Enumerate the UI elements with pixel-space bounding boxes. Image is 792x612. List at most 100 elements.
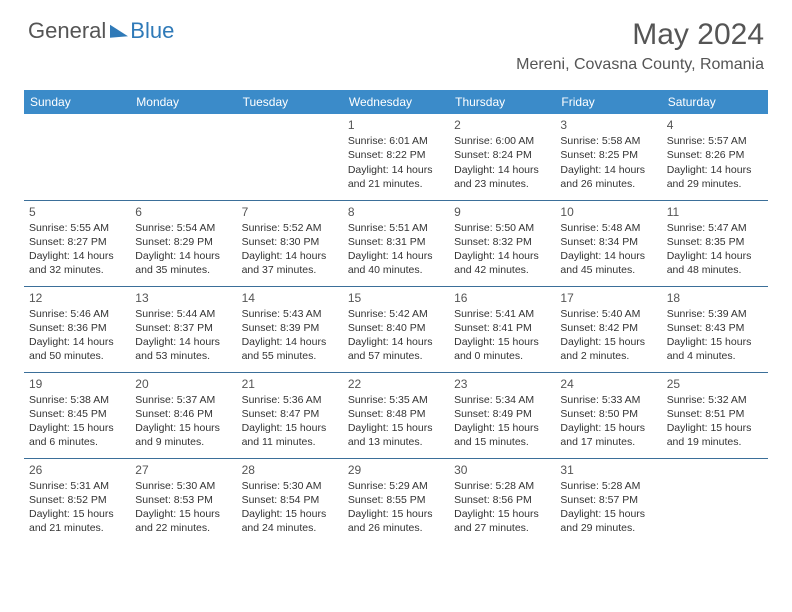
sunrise-line: Sunrise: 5:36 AM — [242, 393, 338, 407]
day-cell: 4Sunrise: 5:57 AMSunset: 8:26 PMDaylight… — [662, 114, 768, 200]
sunset-line: Sunset: 8:41 PM — [454, 321, 550, 335]
sunset-line: Sunset: 8:43 PM — [667, 321, 763, 335]
day-number: 15 — [348, 290, 444, 306]
day-cell: 1Sunrise: 6:01 AMSunset: 8:22 PMDaylight… — [343, 114, 449, 200]
sunrise-line: Sunrise: 5:40 AM — [560, 307, 656, 321]
day-number: 1 — [348, 117, 444, 133]
sunset-line: Sunset: 8:32 PM — [454, 235, 550, 249]
daylight-line: Daylight: 14 hours and 21 minutes. — [348, 163, 444, 191]
daylight-line: Daylight: 15 hours and 26 minutes. — [348, 507, 444, 535]
day-number: 16 — [454, 290, 550, 306]
day-number: 30 — [454, 462, 550, 478]
day-cell: 23Sunrise: 5:34 AMSunset: 8:49 PMDayligh… — [449, 372, 555, 458]
day-cell: 16Sunrise: 5:41 AMSunset: 8:41 PMDayligh… — [449, 286, 555, 372]
day-number: 9 — [454, 204, 550, 220]
day-number: 4 — [667, 117, 763, 133]
day-cell: 29Sunrise: 5:29 AMSunset: 8:55 PMDayligh… — [343, 458, 449, 544]
sunrise-line: Sunrise: 5:32 AM — [667, 393, 763, 407]
sunset-line: Sunset: 8:27 PM — [29, 235, 125, 249]
weekday-header: Thursday — [449, 90, 555, 114]
daylight-line: Daylight: 15 hours and 24 minutes. — [242, 507, 338, 535]
sunrise-line: Sunrise: 5:58 AM — [560, 134, 656, 148]
daylight-line: Daylight: 14 hours and 45 minutes. — [560, 249, 656, 277]
day-number: 10 — [560, 204, 656, 220]
sunset-line: Sunset: 8:40 PM — [348, 321, 444, 335]
sunrise-line: Sunrise: 5:44 AM — [135, 307, 231, 321]
day-cell: 20Sunrise: 5:37 AMSunset: 8:46 PMDayligh… — [130, 372, 236, 458]
daylight-line: Daylight: 15 hours and 19 minutes. — [667, 421, 763, 449]
day-cell: 10Sunrise: 5:48 AMSunset: 8:34 PMDayligh… — [555, 200, 661, 286]
weekday-header-row: SundayMondayTuesdayWednesdayThursdayFrid… — [24, 90, 768, 114]
sunrise-line: Sunrise: 5:33 AM — [560, 393, 656, 407]
daylight-line: Daylight: 14 hours and 32 minutes. — [29, 249, 125, 277]
calendar-table: SundayMondayTuesdayWednesdayThursdayFrid… — [24, 90, 768, 544]
week-row: 1Sunrise: 6:01 AMSunset: 8:22 PMDaylight… — [24, 114, 768, 200]
day-cell: 27Sunrise: 5:30 AMSunset: 8:53 PMDayligh… — [130, 458, 236, 544]
sunrise-line: Sunrise: 5:39 AM — [667, 307, 763, 321]
weekday-header: Wednesday — [343, 90, 449, 114]
weekday-header: Friday — [555, 90, 661, 114]
sunset-line: Sunset: 8:39 PM — [242, 321, 338, 335]
day-cell: 8Sunrise: 5:51 AMSunset: 8:31 PMDaylight… — [343, 200, 449, 286]
day-cell: 15Sunrise: 5:42 AMSunset: 8:40 PMDayligh… — [343, 286, 449, 372]
logo-text-blue: Blue — [130, 18, 174, 44]
day-cell: 14Sunrise: 5:43 AMSunset: 8:39 PMDayligh… — [237, 286, 343, 372]
sunrise-line: Sunrise: 5:54 AM — [135, 221, 231, 235]
sunrise-line: Sunrise: 5:31 AM — [29, 479, 125, 493]
sunset-line: Sunset: 8:29 PM — [135, 235, 231, 249]
day-number: 17 — [560, 290, 656, 306]
daylight-line: Daylight: 15 hours and 13 minutes. — [348, 421, 444, 449]
sunset-line: Sunset: 8:50 PM — [560, 407, 656, 421]
sunrise-line: Sunrise: 5:28 AM — [454, 479, 550, 493]
day-cell: 22Sunrise: 5:35 AMSunset: 8:48 PMDayligh… — [343, 372, 449, 458]
weekday-header: Monday — [130, 90, 236, 114]
day-cell: 19Sunrise: 5:38 AMSunset: 8:45 PMDayligh… — [24, 372, 130, 458]
daylight-line: Daylight: 14 hours and 57 minutes. — [348, 335, 444, 363]
day-number: 5 — [29, 204, 125, 220]
day-number: 26 — [29, 462, 125, 478]
logo-text-general: General — [28, 18, 106, 44]
day-cell: 25Sunrise: 5:32 AMSunset: 8:51 PMDayligh… — [662, 372, 768, 458]
day-number: 8 — [348, 204, 444, 220]
sunrise-line: Sunrise: 5:42 AM — [348, 307, 444, 321]
day-number: 3 — [560, 117, 656, 133]
daylight-line: Daylight: 15 hours and 2 minutes. — [560, 335, 656, 363]
day-cell: 21Sunrise: 5:36 AMSunset: 8:47 PMDayligh… — [237, 372, 343, 458]
sunset-line: Sunset: 8:24 PM — [454, 148, 550, 162]
sunrise-line: Sunrise: 5:48 AM — [560, 221, 656, 235]
sunset-line: Sunset: 8:53 PM — [135, 493, 231, 507]
sunrise-line: Sunrise: 5:38 AM — [29, 393, 125, 407]
daylight-line: Daylight: 15 hours and 9 minutes. — [135, 421, 231, 449]
day-number: 11 — [667, 204, 763, 220]
sunrise-line: Sunrise: 5:29 AM — [348, 479, 444, 493]
daylight-line: Daylight: 14 hours and 55 minutes. — [242, 335, 338, 363]
sunrise-line: Sunrise: 5:52 AM — [242, 221, 338, 235]
day-number: 22 — [348, 376, 444, 392]
day-number: 28 — [242, 462, 338, 478]
sunset-line: Sunset: 8:34 PM — [560, 235, 656, 249]
day-number: 18 — [667, 290, 763, 306]
week-row: 19Sunrise: 5:38 AMSunset: 8:45 PMDayligh… — [24, 372, 768, 458]
daylight-line: Daylight: 15 hours and 15 minutes. — [454, 421, 550, 449]
sunset-line: Sunset: 8:36 PM — [29, 321, 125, 335]
title-block: May 2024 Mereni, Covasna County, Romania — [516, 18, 764, 74]
day-number: 6 — [135, 204, 231, 220]
day-cell: 18Sunrise: 5:39 AMSunset: 8:43 PMDayligh… — [662, 286, 768, 372]
header: General Blue May 2024 Mereni, Covasna Co… — [0, 0, 792, 82]
sunrise-line: Sunrise: 5:57 AM — [667, 134, 763, 148]
daylight-line: Daylight: 15 hours and 11 minutes. — [242, 421, 338, 449]
week-row: 26Sunrise: 5:31 AMSunset: 8:52 PMDayligh… — [24, 458, 768, 544]
sunset-line: Sunset: 8:54 PM — [242, 493, 338, 507]
sunrise-line: Sunrise: 5:50 AM — [454, 221, 550, 235]
daylight-line: Daylight: 15 hours and 27 minutes. — [454, 507, 550, 535]
day-number: 7 — [242, 204, 338, 220]
daylight-line: Daylight: 14 hours and 40 minutes. — [348, 249, 444, 277]
day-number: 24 — [560, 376, 656, 392]
sunset-line: Sunset: 8:46 PM — [135, 407, 231, 421]
empty-cell — [237, 114, 343, 200]
month-title: May 2024 — [516, 18, 764, 52]
day-number: 13 — [135, 290, 231, 306]
sunset-line: Sunset: 8:42 PM — [560, 321, 656, 335]
logo: General Blue — [28, 18, 174, 44]
sunset-line: Sunset: 8:30 PM — [242, 235, 338, 249]
